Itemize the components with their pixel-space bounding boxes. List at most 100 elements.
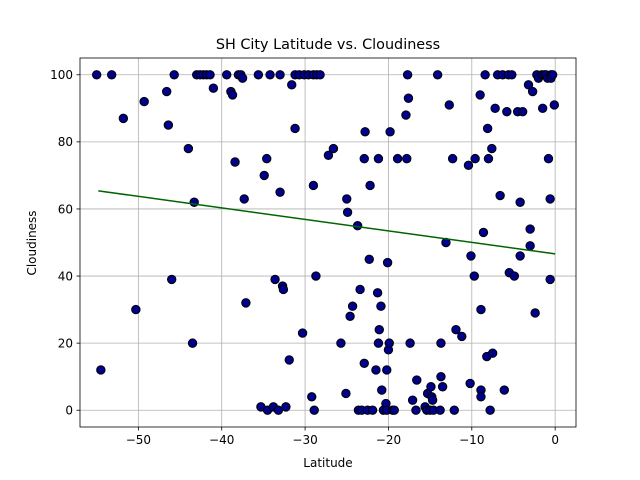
data-point <box>161 86 172 97</box>
data-point <box>545 274 555 285</box>
plot-frame <box>79 57 577 428</box>
data-point <box>311 271 321 281</box>
data-point <box>389 405 399 415</box>
data-point <box>436 338 446 348</box>
data-point <box>437 382 448 392</box>
data-point <box>509 271 520 281</box>
data-point <box>549 100 560 110</box>
data-point <box>499 385 510 395</box>
data-point <box>371 365 381 375</box>
data-point <box>465 378 475 389</box>
data-point <box>237 73 248 83</box>
data-point <box>166 274 177 285</box>
x-tick-label: −20 <box>376 433 401 447</box>
data-point <box>402 70 413 80</box>
data-point <box>365 180 375 191</box>
data-point <box>507 70 517 80</box>
data-point <box>487 348 498 358</box>
data-point <box>407 395 418 405</box>
data-point <box>287 80 297 90</box>
data-point <box>523 80 534 90</box>
data-point <box>131 304 141 315</box>
data-point <box>490 103 500 114</box>
x-axis-label: Latitude <box>303 456 352 470</box>
data-point <box>403 93 414 103</box>
data-point <box>466 251 476 261</box>
data-point <box>139 96 149 107</box>
data-point <box>435 405 445 415</box>
data-point <box>315 70 325 80</box>
data-point <box>515 197 525 207</box>
y-axis-ticks: 0 20 40 60 80 100 <box>50 68 80 418</box>
data-point <box>502 106 512 117</box>
data-point <box>401 110 411 120</box>
data-point <box>382 257 393 268</box>
data-point <box>384 338 394 348</box>
data-point <box>451 325 461 335</box>
y-tick-label: 40 <box>58 269 73 283</box>
data-point <box>449 405 459 415</box>
data-point <box>547 70 558 80</box>
data-point <box>530 308 540 318</box>
data-point <box>359 358 369 368</box>
y-tick-label: 0 <box>65 404 73 418</box>
data-point <box>307 392 317 402</box>
data-point <box>478 227 489 238</box>
data-point <box>525 224 535 234</box>
data-point <box>373 153 384 164</box>
data-point <box>480 70 490 80</box>
regression-line <box>98 190 556 255</box>
data-point <box>469 271 479 281</box>
data-point <box>411 405 421 415</box>
x-tick-label: −50 <box>126 433 151 447</box>
data-point <box>91 70 102 80</box>
data-point <box>482 123 493 134</box>
data-point <box>118 113 129 124</box>
data-point <box>372 288 383 298</box>
data-point <box>517 106 528 117</box>
x-tick-label: −30 <box>292 433 317 447</box>
data-points <box>91 70 560 415</box>
data-point <box>463 160 474 171</box>
data-point <box>265 70 275 80</box>
data-point <box>377 385 387 395</box>
data-point <box>239 194 249 204</box>
data-point <box>476 392 486 402</box>
data-point <box>447 153 458 164</box>
data-point <box>537 103 548 114</box>
y-tick-label: 100 <box>50 68 73 82</box>
data-point <box>96 365 106 375</box>
data-point <box>495 190 505 201</box>
data-point <box>163 120 174 130</box>
data-point <box>476 304 486 315</box>
data-point <box>309 405 319 415</box>
data-point <box>485 405 495 415</box>
x-tick-label: −40 <box>209 433 234 447</box>
data-point <box>336 338 346 348</box>
data-point <box>259 170 269 181</box>
data-point <box>328 143 339 154</box>
data-point <box>427 395 438 405</box>
data-point <box>284 355 294 365</box>
data-point <box>241 298 251 308</box>
data-point <box>470 153 480 164</box>
data-point <box>355 284 365 295</box>
data-point <box>487 143 497 154</box>
y-tick-label: 80 <box>58 135 73 149</box>
data-point <box>359 153 369 164</box>
data-point <box>281 402 291 412</box>
data-point <box>405 338 415 348</box>
y-tick-label: 60 <box>58 202 73 216</box>
x-tick-label: −10 <box>459 433 484 447</box>
data-point <box>297 328 308 338</box>
data-point <box>208 83 219 93</box>
data-point <box>444 100 454 110</box>
data-point <box>402 153 412 164</box>
data-point <box>262 153 272 164</box>
data-point <box>253 70 264 80</box>
data-point <box>341 388 351 399</box>
data-point <box>367 405 378 415</box>
data-point <box>475 90 485 100</box>
